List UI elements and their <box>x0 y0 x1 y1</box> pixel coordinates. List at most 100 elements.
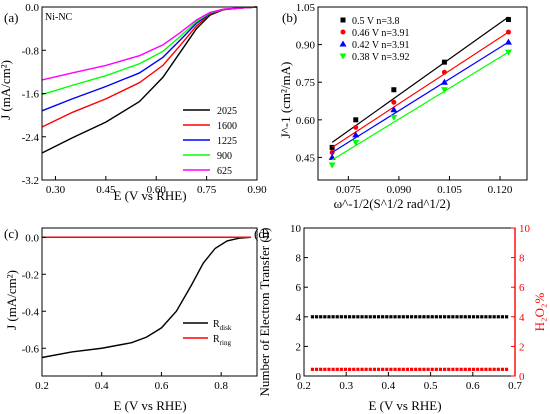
y-tick-label: -3.2 <box>22 175 39 187</box>
data-point <box>441 59 447 65</box>
data-point <box>319 315 323 319</box>
data-point <box>364 315 368 319</box>
legend-label: 2025 <box>217 106 237 117</box>
panel-c: (c) 0.2 0.4 0.6 0.8 0.0 -0.2 -0.4 -0.6 Rdisk Rri… <box>4 226 258 413</box>
data-point <box>381 315 385 319</box>
y-tick-label: 0.60 <box>296 115 316 127</box>
data-point <box>327 367 331 371</box>
data-point <box>463 367 467 371</box>
data-point <box>480 367 484 371</box>
panel-a-xlabel: E (V vs RHE) <box>113 188 186 203</box>
y-tick-label: -1.6 <box>22 89 40 101</box>
data-point <box>438 367 443 371</box>
y-tick-label: 2 <box>296 341 302 353</box>
data-point <box>467 315 471 319</box>
data-point <box>426 367 430 371</box>
data-point <box>484 315 488 319</box>
data-point <box>348 315 352 319</box>
y-tick-label: 10 <box>290 223 302 235</box>
data-point <box>391 99 397 105</box>
data-point <box>353 124 359 130</box>
data-point <box>488 315 492 319</box>
legend-label: 1225 <box>217 136 237 147</box>
data-point <box>418 315 422 319</box>
panel-d-label: (d) <box>254 226 269 241</box>
data-point <box>339 367 343 371</box>
x-tick-label: 0.090 <box>387 184 412 196</box>
x-tick-label: 0.105 <box>437 184 462 196</box>
data-point <box>397 315 401 319</box>
x-tick-label: 0.120 <box>488 184 513 196</box>
data-point <box>471 315 476 319</box>
series-line-625 <box>41 6 258 81</box>
y-tick-label: 4 <box>296 312 302 324</box>
data-point <box>447 367 451 371</box>
x-tick-label: 0.2 <box>297 380 311 392</box>
data-point <box>376 367 381 371</box>
legend-marker <box>339 53 347 60</box>
legend-label: Rring <box>213 334 231 347</box>
legend-marker <box>340 17 346 23</box>
data-point <box>397 367 401 371</box>
data-point <box>492 315 496 319</box>
data-point <box>422 315 426 319</box>
x-tick-label: 0.8 <box>214 380 228 392</box>
data-point <box>467 367 471 371</box>
data-point <box>434 315 438 319</box>
y-tick-label: -2.4 <box>22 132 40 144</box>
data-point <box>409 315 414 319</box>
data-point <box>310 367 315 371</box>
data-point <box>443 367 447 371</box>
data-point <box>500 367 505 371</box>
panel-a-label: (a) <box>4 10 18 25</box>
x-tick-label: 0.75 <box>197 184 217 196</box>
data-point <box>314 367 319 371</box>
data-point <box>455 315 459 319</box>
data-point <box>323 315 327 319</box>
plot-frame <box>41 227 258 377</box>
fit-line <box>331 51 509 161</box>
data-point <box>430 367 434 371</box>
data-point <box>455 367 459 371</box>
data-point <box>434 367 438 371</box>
legend-label: 1600 <box>217 121 237 132</box>
data-point <box>422 367 426 371</box>
data-point <box>343 315 348 319</box>
y2-tick-label: 4 <box>519 312 525 324</box>
x-tick-label: 0.2 <box>35 380 49 392</box>
panel-b-ylabel: J^-1 (cm²/mA) <box>278 62 293 139</box>
data-point <box>504 38 512 45</box>
data-point <box>335 315 339 319</box>
data-point <box>391 87 397 93</box>
data-point <box>405 367 410 371</box>
data-point <box>314 315 319 319</box>
data-point <box>335 367 339 371</box>
data-point <box>441 69 447 75</box>
y-tick-label: 0.0 <box>25 232 39 244</box>
x-tick-label: 0.60 <box>147 184 167 196</box>
data-point <box>390 106 398 113</box>
data-point <box>376 315 381 319</box>
data-point <box>405 315 410 319</box>
y-tick-label: -0.4 <box>22 306 40 318</box>
data-point <box>389 315 393 319</box>
panel-b-label: (b) <box>282 10 297 25</box>
data-point <box>339 315 343 319</box>
y-tick-label: -0.6 <box>22 343 40 355</box>
data-point <box>438 315 443 319</box>
data-point <box>476 315 480 319</box>
series-line-R_disk <box>41 236 252 359</box>
panel-a-ylabel: J (mA/cm²) <box>0 60 13 120</box>
y-tick-label: 1.05 <box>296 2 316 14</box>
y-tick-label: -0.8 <box>22 45 40 57</box>
fit-line <box>331 31 509 148</box>
data-point <box>463 315 467 319</box>
data-point <box>414 367 418 371</box>
data-point <box>504 367 509 371</box>
y-tick-label: 0.45 <box>296 152 316 164</box>
data-point <box>360 367 364 371</box>
data-point <box>343 367 348 371</box>
x-tick-label: 0.6 <box>466 380 480 392</box>
data-point <box>328 162 336 169</box>
